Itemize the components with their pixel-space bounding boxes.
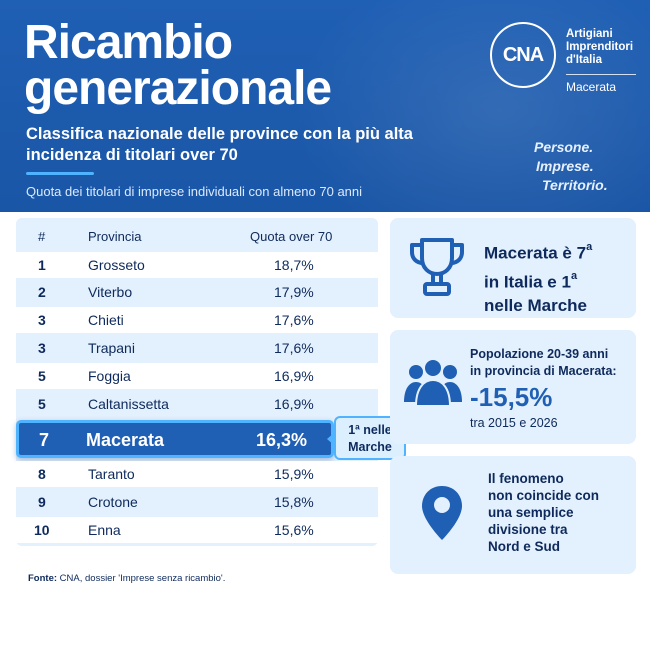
row-share: 17,9% [274, 284, 314, 300]
cna-logo-mark: CNA [490, 22, 556, 88]
subtitle-line-1: Classifica nazionale delle province con … [26, 125, 413, 143]
row-rank: 5 [38, 396, 46, 412]
row-province: Macerata [86, 430, 165, 450]
row-rank: 8 [38, 466, 46, 482]
table-row: 3 Chieti 17,6% [16, 307, 378, 333]
logo-divider [566, 74, 636, 75]
motto-line-1: Persone. [534, 139, 594, 155]
metric-note: Quota dei titolari di imprese individual… [26, 184, 363, 199]
row-province: Chieti [88, 312, 124, 328]
ranking-card: Macerata è 7a in Italia e 1a nelle March… [390, 218, 636, 318]
motto: Persone. Imprese. Territorio. [534, 138, 608, 195]
row-province: Grosseto [88, 257, 145, 273]
source-footer: Fonte: CNA, dossier 'Imprese senza ricam… [28, 573, 225, 584]
row-rank: 9 [38, 494, 46, 510]
subtitle-divider [26, 172, 94, 175]
cna-logo: CNA Artigiani Imprenditori d'Italia Mace… [490, 22, 640, 100]
row-share: 18,7% [274, 257, 314, 273]
table-header: # Provincia Quota over 70 [16, 226, 378, 246]
row-province: Caltanissetta [88, 396, 169, 412]
phenomenon-line-5: Nord e Sud [488, 539, 561, 554]
logo-city: Macerata [566, 80, 617, 94]
title-line-1: Ricambio [24, 16, 233, 69]
title-line-2: generazionale [24, 62, 332, 115]
phenomenon-card: Il fenomeno non coincide con una semplic… [390, 456, 636, 574]
phenomenon-line-1: Il fenomeno [488, 471, 564, 486]
table-row-highlight: 7 Macerata 16,3% [16, 420, 334, 458]
row-province: Taranto [88, 466, 135, 482]
ranking-line-3: nelle Marche [484, 296, 587, 316]
row-rank: 5 [38, 368, 46, 384]
ranking-sup-2: a [570, 269, 578, 282]
row-rank: 3 [38, 312, 46, 328]
table-row: 5 Caltanissetta 16,9% [16, 391, 378, 417]
population-label: Popolazione 20-39 anni in provincia di M… [470, 346, 630, 380]
row-rank: 10 [34, 522, 50, 538]
population-period: tra 2015 e 2026 [470, 416, 558, 430]
row-share: 16,3% [256, 430, 308, 450]
row-rank: 7 [39, 430, 50, 450]
cna-logo-text: Artigiani Imprenditori d'Italia [566, 28, 633, 67]
row-rank: 3 [38, 340, 46, 356]
row-share: 17,6% [274, 312, 314, 328]
row-province: Enna [88, 522, 121, 538]
callout-line-1: 1ª nelle [348, 423, 392, 437]
trophy-icon [406, 236, 468, 305]
table-row: 2 Viterbo 17,9% [16, 279, 378, 305]
row-province: Viterbo [88, 284, 133, 300]
row-province: Trapani [88, 340, 135, 356]
row-province: Crotone [88, 494, 138, 510]
cna-logo-mark-text: CNA [502, 43, 544, 66]
ranking-line-2: in Italia e 1 [484, 272, 571, 292]
population-line-1: Popolazione 20-39 anni [470, 347, 609, 361]
ranking-line-1: Macerata è 7 [484, 243, 587, 263]
map-pin-icon [420, 484, 464, 547]
phenomenon-line-3: una semplice [488, 505, 574, 520]
table-row: 5 Foggia 16,9% [16, 363, 378, 389]
row-share: 15,8% [274, 494, 314, 510]
ranking-sup-1: a [586, 241, 593, 253]
motto-line-3: Territorio. [542, 177, 608, 193]
ranking-card-text: Macerata è 7a in Italia e 1a nelle March… [484, 237, 592, 318]
col-header-province: Provincia [88, 229, 142, 244]
table-row: 3 Trapani 17,6% [16, 335, 378, 361]
phenomenon-line-2: non coincide con [488, 488, 600, 503]
population-card: Popolazione 20-39 anni in provincia di M… [390, 330, 636, 444]
page-title: Ricambio generazionale [24, 16, 332, 115]
footer-label: Fonte: [28, 573, 58, 584]
motto-line-2: Imprese. [536, 158, 594, 174]
callout-line-2: Marche [348, 440, 392, 454]
row-share: 17,6% [274, 340, 314, 356]
table-row: 8 Taranto 15,9% [16, 461, 378, 487]
col-header-share: Quota over 70 [250, 229, 333, 244]
row-share: 15,9% [274, 466, 314, 482]
people-icon [402, 356, 464, 417]
row-rank: 2 [38, 284, 46, 300]
table-row: 10 Enna 15,6% [16, 517, 378, 543]
logo-line-3: d'Italia [566, 54, 602, 66]
population-line-2: in provincia di Macerata: [470, 364, 617, 378]
page-subtitle: Classifica nazionale delle province con … [26, 124, 446, 166]
row-share: 16,9% [274, 368, 314, 384]
subtitle-line-2: incidenza di titolari over 70 [26, 146, 238, 164]
row-province: Foggia [88, 368, 131, 384]
logo-line-1: Artigiani [566, 28, 613, 40]
table-row: 9 Crotone 15,8% [16, 489, 378, 515]
row-rank: 1 [38, 257, 46, 273]
phenomenon-text: Il fenomeno non coincide con una semplic… [488, 470, 628, 555]
row-share: 16,9% [274, 396, 314, 412]
phenomenon-line-4: divisione tra [488, 522, 568, 537]
population-value: -15,5% [470, 382, 553, 412]
col-header-rank: # [38, 229, 46, 244]
table-row: 1 Grosseto 18,7% [16, 252, 378, 278]
header-banner: Ricambio generazionale Classifica nazion… [0, 0, 650, 212]
row-share: 15,6% [274, 522, 314, 538]
footer-text: CNA, dossier 'Imprese senza ricambio'. [57, 573, 226, 584]
logo-line-2: Imprenditori [566, 41, 634, 53]
header-decoration [290, 0, 650, 212]
